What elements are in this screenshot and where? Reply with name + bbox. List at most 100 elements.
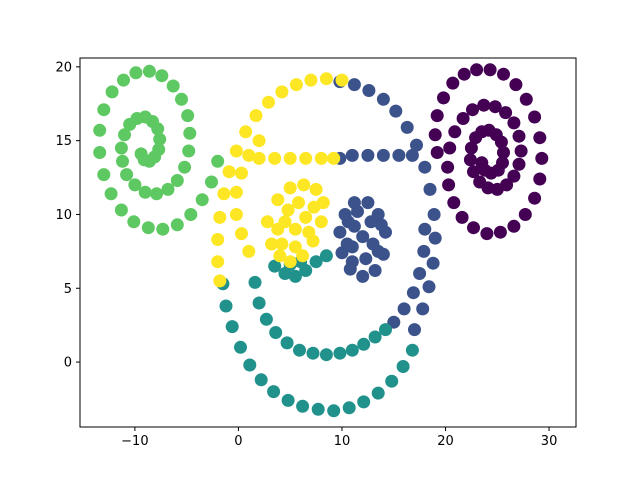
- data-point: [265, 237, 279, 251]
- data-point: [299, 210, 313, 224]
- data-point: [351, 205, 364, 218]
- data-points: [93, 63, 549, 418]
- data-point: [104, 187, 118, 201]
- data-point: [314, 151, 328, 165]
- data-point: [470, 63, 484, 77]
- data-point: [114, 203, 128, 217]
- data-point: [309, 182, 323, 196]
- data-point: [446, 76, 460, 90]
- data-point: [129, 66, 143, 80]
- data-point: [345, 343, 359, 357]
- data-point: [507, 169, 521, 183]
- data-point: [229, 144, 243, 158]
- data-point: [477, 98, 491, 112]
- data-point: [283, 181, 297, 195]
- data-point: [417, 244, 431, 258]
- data-point: [249, 109, 263, 123]
- data-point: [361, 148, 375, 162]
- data-point: [141, 221, 155, 235]
- data-point: [428, 128, 442, 142]
- data-point: [467, 165, 480, 179]
- data-point: [142, 64, 156, 78]
- data-point: [397, 302, 411, 316]
- data-point: [361, 196, 375, 210]
- data-point: [396, 360, 410, 373]
- data-point: [379, 323, 392, 337]
- data-point: [427, 208, 441, 221]
- data-point: [307, 200, 321, 214]
- data-point: [273, 249, 287, 263]
- data-point: [483, 63, 497, 77]
- data-point: [475, 156, 489, 170]
- data-point: [118, 128, 131, 142]
- data-point: [252, 296, 266, 310]
- data-point: [518, 208, 532, 221]
- data-point: [357, 337, 371, 351]
- data-point: [297, 178, 311, 192]
- data-point: [345, 148, 359, 162]
- data-point: [319, 249, 333, 263]
- data-point: [235, 227, 248, 241]
- data-point: [235, 166, 248, 180]
- data-point: [497, 67, 510, 81]
- data-point: [423, 182, 437, 196]
- series-3: [93, 64, 225, 236]
- data-point: [488, 100, 502, 114]
- data-point: [311, 402, 325, 416]
- data-point: [239, 125, 253, 139]
- data-point: [364, 215, 378, 229]
- data-point: [150, 187, 164, 201]
- series-4: [211, 72, 349, 288]
- data-point: [528, 191, 542, 205]
- y-tick-label: 5: [64, 282, 72, 297]
- data-point: [410, 138, 423, 152]
- data-point: [528, 110, 542, 124]
- data-point: [406, 286, 420, 300]
- data-point: [535, 151, 549, 165]
- data-point: [405, 148, 419, 162]
- data-point: [268, 259, 282, 273]
- x-tick-label: −10: [121, 434, 148, 449]
- data-point: [289, 78, 303, 92]
- data-point: [507, 116, 521, 130]
- data-point: [466, 103, 479, 117]
- data-point: [413, 267, 427, 280]
- data-point: [359, 252, 373, 266]
- data-point: [260, 215, 274, 229]
- data-point: [467, 221, 480, 235]
- series-0: [428, 63, 549, 241]
- x-tick-label: 10: [334, 434, 351, 449]
- data-point: [128, 178, 142, 192]
- x-axis: −10 0 10 20 30: [121, 427, 557, 449]
- data-point: [430, 109, 444, 123]
- x-tick-label: 30: [541, 434, 558, 449]
- data-point: [252, 151, 266, 165]
- data-point: [275, 85, 289, 99]
- data-point: [418, 222, 432, 236]
- data-point: [134, 147, 148, 161]
- data-point: [268, 151, 282, 165]
- data-point: [497, 146, 510, 159]
- data-point: [494, 135, 508, 149]
- data-point: [281, 203, 295, 217]
- data-point: [269, 326, 283, 339]
- data-point: [288, 269, 302, 283]
- data-point: [405, 343, 419, 357]
- data-point: [281, 393, 295, 407]
- data-point: [225, 320, 239, 334]
- data-point: [441, 160, 455, 174]
- data-point: [181, 109, 195, 123]
- data-point: [385, 374, 399, 388]
- data-point: [182, 144, 196, 158]
- x-tick-label: 0: [234, 434, 242, 449]
- data-point: [170, 218, 184, 232]
- data-point: [507, 219, 521, 233]
- data-point: [512, 129, 526, 143]
- data-point: [514, 144, 528, 158]
- series-1: [333, 75, 442, 337]
- data-point: [275, 237, 289, 251]
- data-point: [183, 126, 197, 140]
- data-point: [335, 73, 349, 87]
- data-point: [155, 69, 169, 83]
